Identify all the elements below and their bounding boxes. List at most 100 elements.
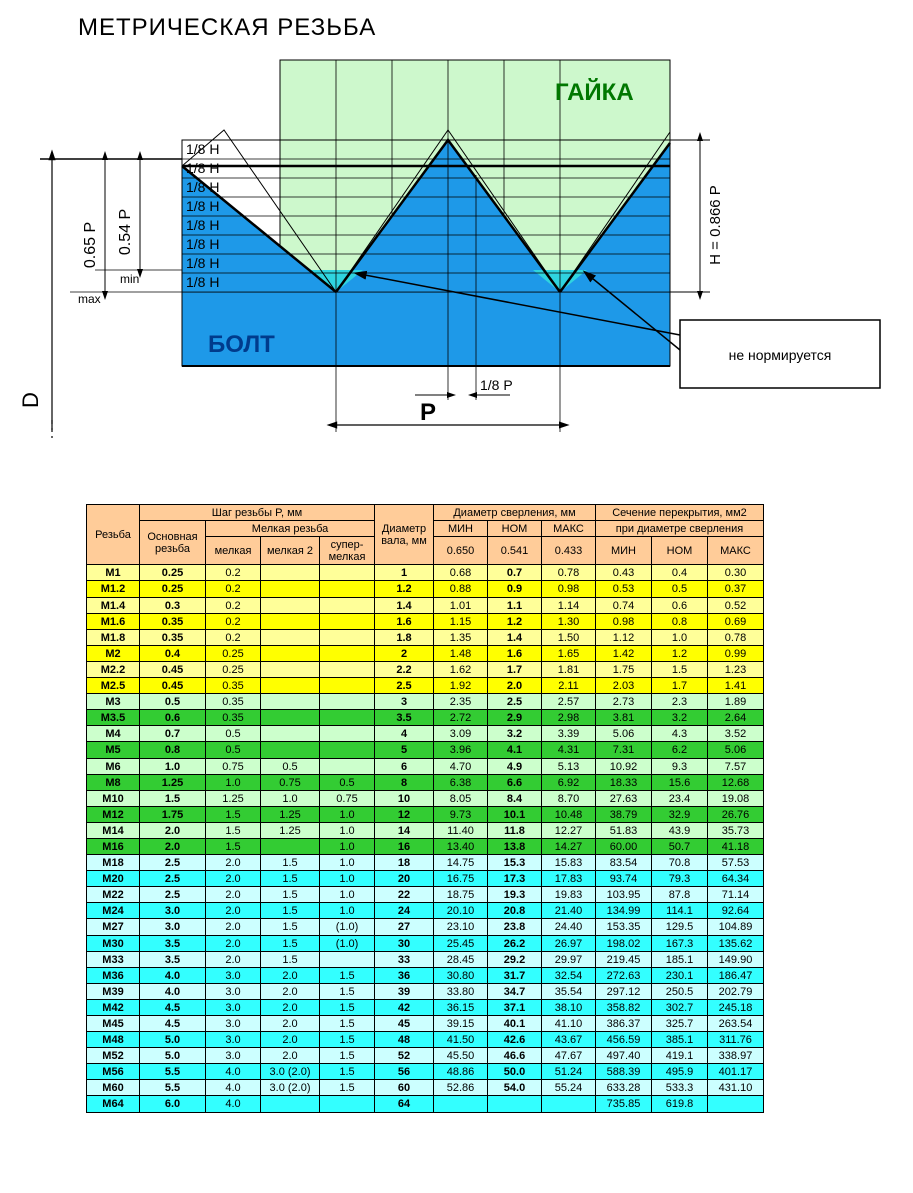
table-cell <box>261 1096 320 1112</box>
table-cell: 198.02 <box>596 935 652 951</box>
table-cell: 1.2 <box>652 645 708 661</box>
table-cell <box>320 694 375 710</box>
table-cell: 38.79 <box>596 806 652 822</box>
table-cell: 5.5 <box>140 1064 206 1080</box>
table-cell: 219.45 <box>596 951 652 967</box>
table-cell: 3.5 <box>140 951 206 967</box>
table-cell: 2.72 <box>434 710 488 726</box>
table-cell: 1.0 <box>320 903 375 919</box>
svg-text:1/8 H: 1/8 H <box>186 255 219 271</box>
table-row: M81.251.00.750.586.386.66.9218.3315.612.… <box>87 774 764 790</box>
table-cell <box>320 613 375 629</box>
th-main: Основная резьба <box>140 521 206 565</box>
table-cell: 1.5 <box>261 855 320 871</box>
table-cell: 419.1 <box>652 1048 708 1064</box>
table-cell: 4.1 <box>488 742 542 758</box>
table-cell: 2 <box>375 645 434 661</box>
table-cell: 4.0 <box>140 983 206 999</box>
table-cell: 15.83 <box>542 855 596 871</box>
min-label: min <box>120 272 139 286</box>
table-cell: 14.27 <box>542 838 596 854</box>
table-cell: 22 <box>375 887 434 903</box>
table-cell: 48 <box>375 1032 434 1048</box>
table-cell: M42 <box>87 999 140 1015</box>
table-cell: 1.8 <box>375 629 434 645</box>
table-cell: 23.4 <box>652 790 708 806</box>
table-cell: 8.4 <box>488 790 542 806</box>
table-cell: 48.86 <box>434 1064 488 1080</box>
table-cell: 1.7 <box>488 661 542 677</box>
table-cell: 30 <box>375 935 434 951</box>
table-cell: 1.25 <box>140 774 206 790</box>
h-formula-label: H = 0.866 P <box>707 185 724 265</box>
table-cell: 0.98 <box>596 613 652 629</box>
table-cell: 47.67 <box>542 1048 596 1064</box>
table-cell: 12.27 <box>542 822 596 838</box>
table-cell: 1.6 <box>488 645 542 661</box>
table-cell: M8 <box>87 774 140 790</box>
bolt-label: БОЛТ <box>208 331 275 358</box>
table-cell: 338.97 <box>708 1048 764 1064</box>
table-cell: 12.68 <box>708 774 764 790</box>
table-cell: 45 <box>375 1016 434 1032</box>
table-cell: 33.80 <box>434 983 488 999</box>
table-cell: 41.10 <box>542 1016 596 1032</box>
table-cell: 45.50 <box>434 1048 488 1064</box>
th-065: 0.650 <box>434 537 488 565</box>
table-cell: 272.63 <box>596 967 652 983</box>
table-cell: 2.98 <box>542 710 596 726</box>
table-cell <box>320 742 375 758</box>
table-cell: 46.6 <box>488 1048 542 1064</box>
th-pitch-group: Шаг резьбы P, мм <box>140 505 375 521</box>
table-cell: 1.5 <box>320 983 375 999</box>
table-cell <box>320 951 375 967</box>
table-cell: 6.2 <box>652 742 708 758</box>
table-cell: 5.0 <box>140 1048 206 1064</box>
table-cell <box>261 597 320 613</box>
table-cell: 3.2 <box>488 726 542 742</box>
table-cell: 52 <box>375 1048 434 1064</box>
table-cell: 0.2 <box>206 613 261 629</box>
table-cell <box>434 1096 488 1112</box>
table-cell: 3.0 <box>206 1032 261 1048</box>
table-row: M424.53.02.01.54236.1537.138.10358.82302… <box>87 999 764 1015</box>
table-cell: 11.8 <box>488 822 542 838</box>
table-row: M162.01.51.01613.4013.814.2760.0050.741.… <box>87 838 764 854</box>
table-cell <box>320 678 375 694</box>
table-row: M1.20.250.21.20.880.90.980.530.50.37 <box>87 581 764 597</box>
table-cell: M1.6 <box>87 613 140 629</box>
table-cell: 20.8 <box>488 903 542 919</box>
table-cell: 0.52 <box>708 597 764 613</box>
table-cell: 401.17 <box>708 1064 764 1080</box>
table-cell: 64.34 <box>708 871 764 887</box>
nut-label: ГАЙКА <box>555 78 634 106</box>
table-cell: 5.5 <box>140 1080 206 1096</box>
table-cell: 70.8 <box>652 855 708 871</box>
th-overlap-sub: при диаметре сверления <box>596 521 764 537</box>
table-row: M364.03.02.01.53630.8031.732.54272.63230… <box>87 967 764 983</box>
table-cell: 1.6 <box>375 613 434 629</box>
table-cell <box>261 710 320 726</box>
table-row: M50.80.553.964.14.317.316.25.06 <box>87 742 764 758</box>
table-cell: 2.0 <box>261 1048 320 1064</box>
table-cell: 1.75 <box>140 806 206 822</box>
table-cell: 0.68 <box>434 565 488 581</box>
table-cell: 0.75 <box>320 790 375 806</box>
table-row: M142.01.51.251.01411.4011.812.2751.8343.… <box>87 822 764 838</box>
table-cell: 1.4 <box>375 597 434 613</box>
d-label: D <box>18 392 43 408</box>
table-cell: 20.10 <box>434 903 488 919</box>
table-cell <box>320 565 375 581</box>
table-cell: 1.89 <box>708 694 764 710</box>
table-cell: 230.1 <box>652 967 708 983</box>
table-cell: M2.2 <box>87 661 140 677</box>
table-cell: M64 <box>87 1096 140 1112</box>
table-cell: 42.6 <box>488 1032 542 1048</box>
table-cell: 4.0 <box>206 1096 261 1112</box>
table-cell: M3 <box>87 694 140 710</box>
table-cell: 2.0 <box>206 951 261 967</box>
table-cell: 56 <box>375 1064 434 1080</box>
table-row: M2.20.450.252.21.621.71.811.751.51.23 <box>87 661 764 677</box>
table-row: M525.03.02.01.55245.5046.647.67497.40419… <box>87 1048 764 1064</box>
table-cell: M24 <box>87 903 140 919</box>
